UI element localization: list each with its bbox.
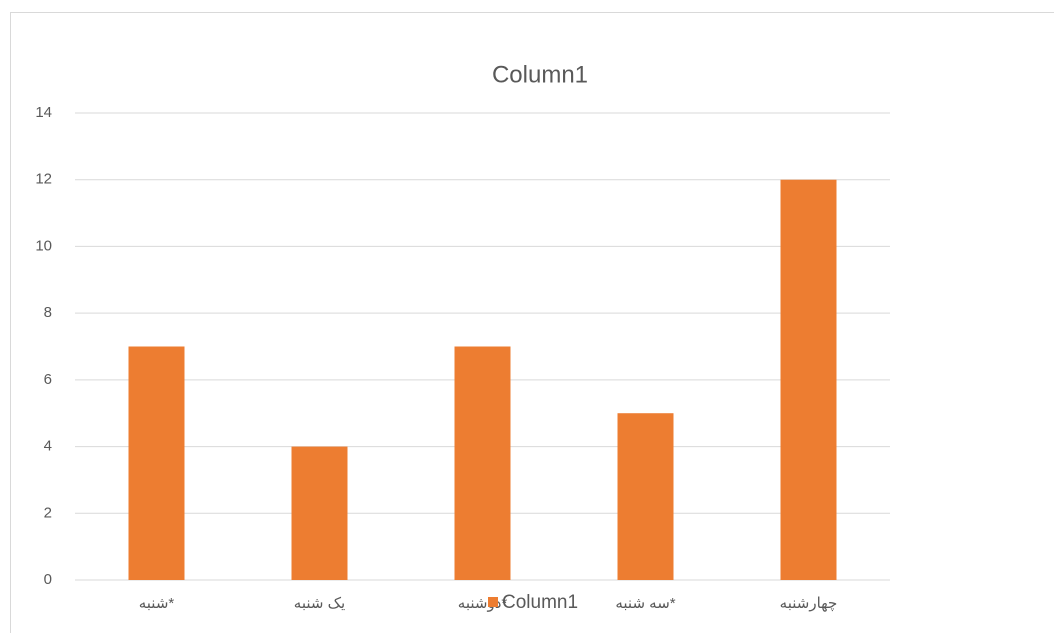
bar [454, 346, 511, 580]
x-tick-label: دوشنبه* [458, 595, 508, 612]
bar [780, 179, 837, 580]
y-tick-label: 2 [44, 504, 52, 521]
chart-title: Column1 [492, 61, 588, 88]
y-tick-label: 14 [35, 104, 52, 121]
bar [291, 446, 348, 580]
x-tick-label: سه شنبه* [615, 595, 675, 612]
bar [128, 346, 185, 580]
x-tick-label: چهارشنبه [780, 595, 838, 612]
x-tick-label: شنبه* [139, 595, 175, 612]
y-tick-label: 10 [35, 237, 52, 254]
y-tick-label: 4 [44, 438, 52, 455]
legend-label: Column1 [502, 592, 578, 613]
y-tick-label: 6 [44, 371, 52, 388]
legend-swatch [488, 597, 498, 607]
y-tick-label: 0 [44, 571, 52, 588]
y-tick-label: 12 [35, 171, 52, 188]
y-tick-label: 8 [44, 304, 52, 321]
x-tick-label: یک شنبه [294, 595, 345, 612]
bar [617, 413, 674, 580]
